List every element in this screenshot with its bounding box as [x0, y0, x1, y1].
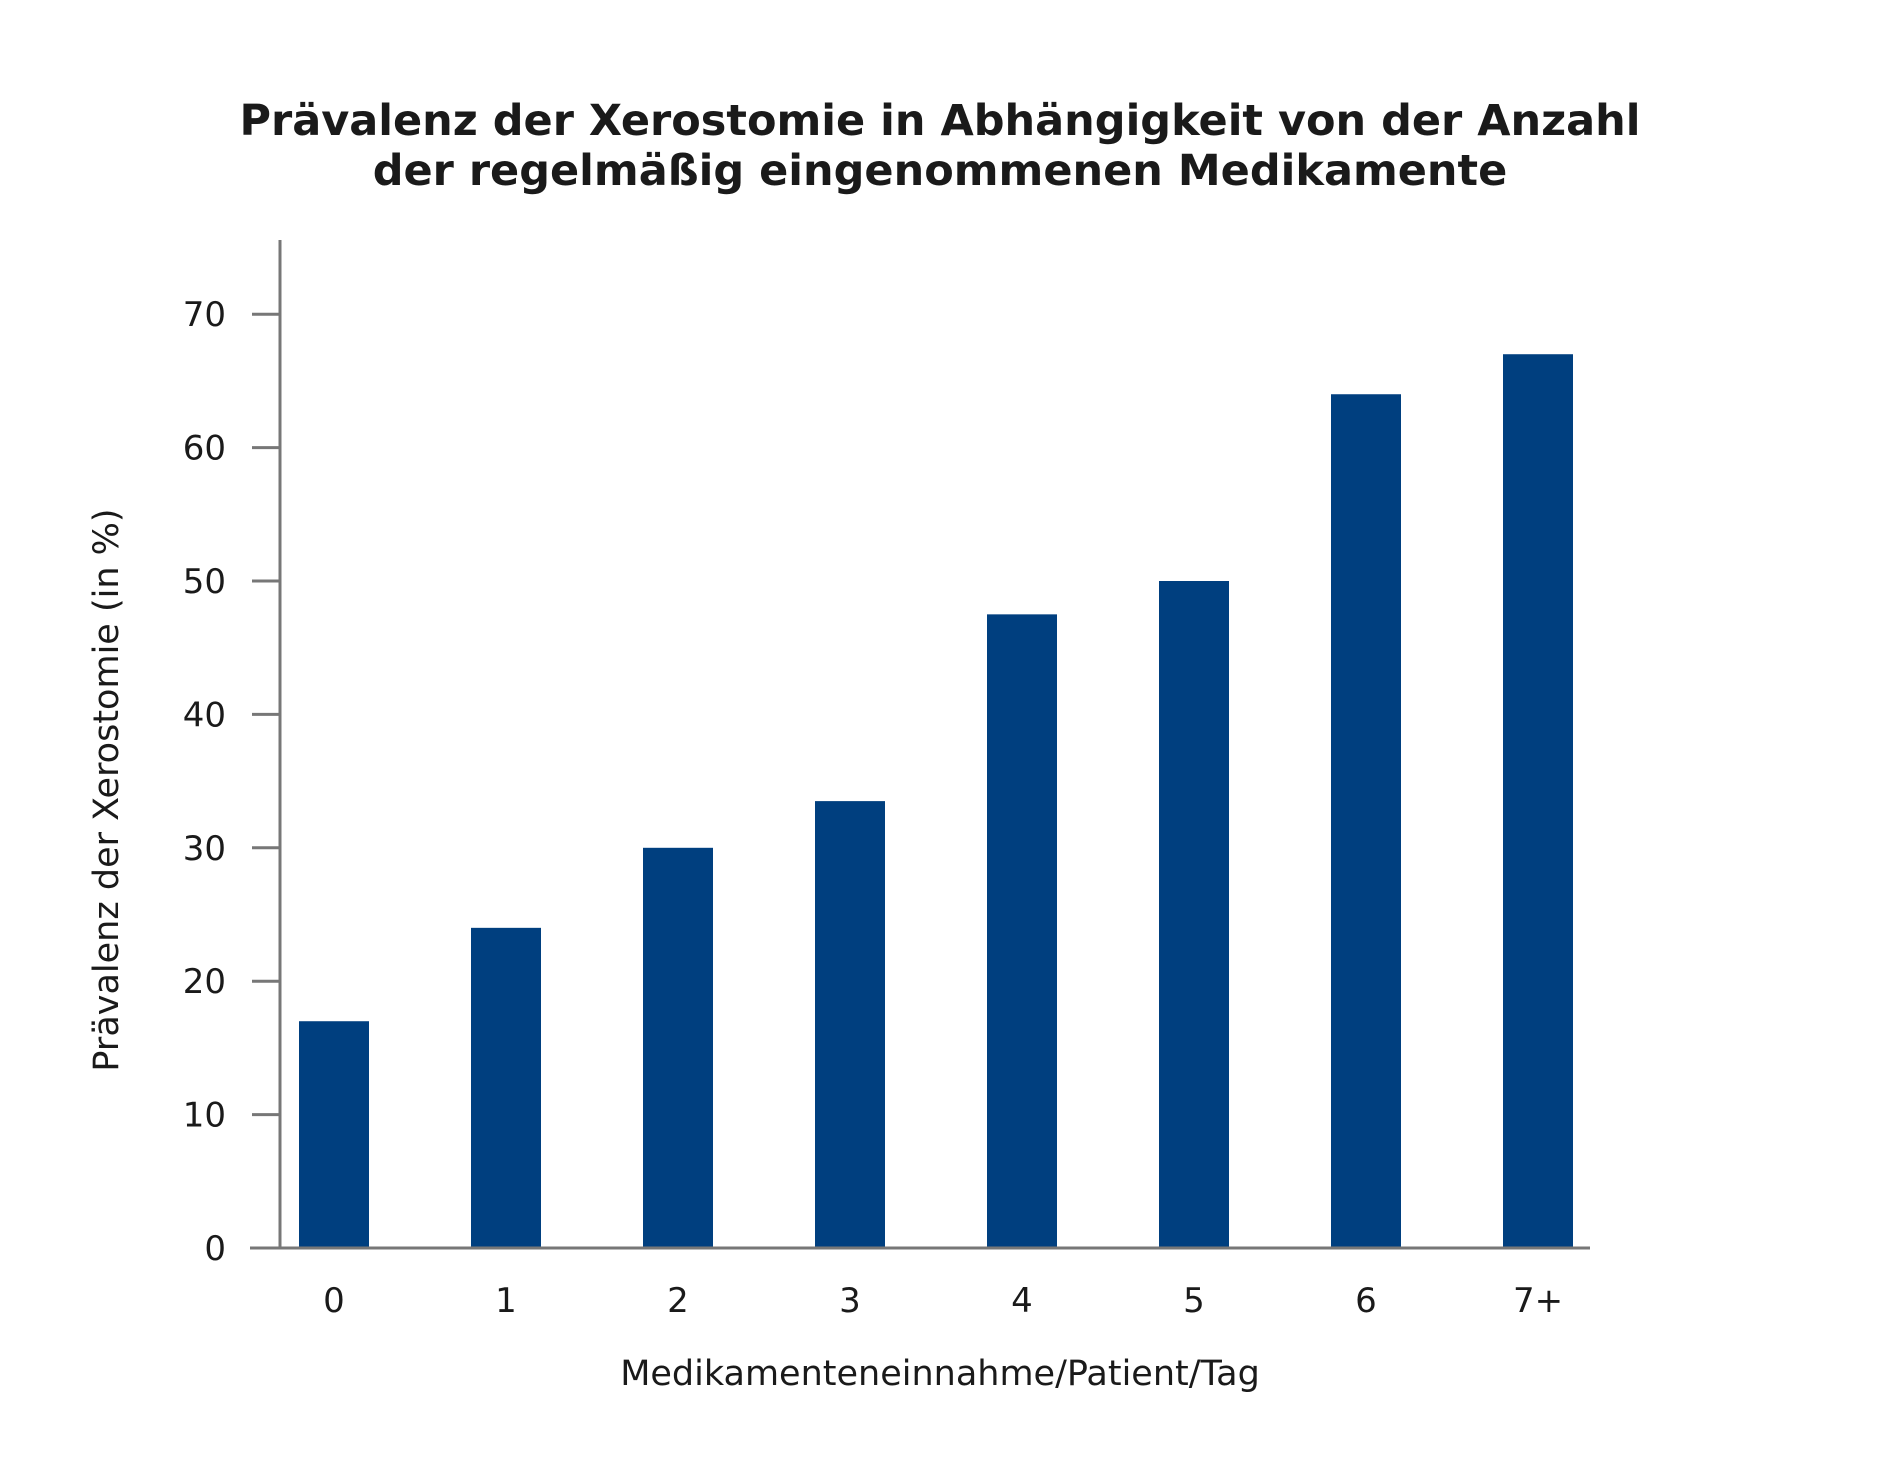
- y-tick-label-30: 30: [183, 829, 226, 869]
- bar-3: [815, 801, 885, 1248]
- y-axis-label: Prävalenz der Xerostomie (in %): [87, 508, 127, 1071]
- y-tick-label-20: 20: [183, 962, 226, 1002]
- y-tick-label-60: 60: [183, 429, 226, 469]
- bar-5: [1159, 581, 1229, 1248]
- chart-title-line-1: Prävalenz der Xerostomie in Abhängigkeit…: [239, 96, 1640, 146]
- y-tick-label-50: 50: [183, 562, 226, 602]
- chart-title: Prävalenz der Xerostomie in Abhängigkeit…: [239, 96, 1640, 196]
- bar-2: [643, 847, 713, 1248]
- bar-1: [471, 927, 541, 1248]
- bar-6: [1331, 394, 1401, 1248]
- x-tick-label-6: 6: [1355, 1281, 1377, 1321]
- bar-7+: [1503, 354, 1573, 1249]
- y-tick-label-0: 0: [204, 1229, 226, 1269]
- x-tick-label-5: 5: [1183, 1281, 1205, 1321]
- bar-0: [299, 1021, 369, 1248]
- chart-title-line-2: der regelmäßig eingenommenen Medikamente: [373, 146, 1508, 196]
- y-tick-label-10: 10: [183, 1096, 226, 1136]
- y-tick-label-40: 40: [183, 695, 226, 735]
- y-tick-label-70: 70: [183, 295, 226, 335]
- x-tick-label-4: 4: [1011, 1281, 1033, 1321]
- x-tick-label-7+: 7+: [1513, 1281, 1563, 1321]
- x-tick-label-3: 3: [839, 1281, 861, 1321]
- plot-area: 0 10 20 30 40 50 60 70 0 1 2 3 4 5 6 7+: [183, 240, 1590, 1321]
- x-tick-label-1: 1: [495, 1281, 517, 1321]
- bar-4: [987, 614, 1057, 1248]
- x-tick-label-0: 0: [323, 1281, 345, 1321]
- x-tick-label-2: 2: [667, 1281, 689, 1321]
- x-axis-label: Medikamenteneinnahme/Patient/Tag: [620, 1354, 1260, 1394]
